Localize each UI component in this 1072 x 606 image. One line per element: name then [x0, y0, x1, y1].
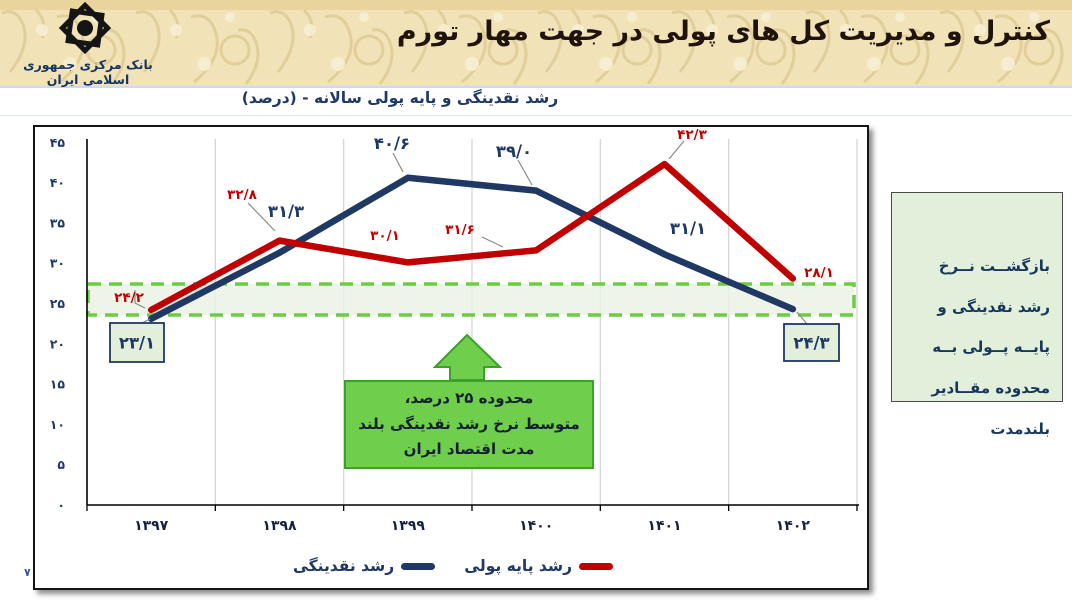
svg-text:۱۵: ۱۵ [50, 377, 66, 392]
svg-text:۳۲/۸: ۳۲/۸ [227, 187, 257, 203]
svg-text:۳۱/۶: ۳۱/۶ [445, 222, 475, 238]
header-divider [0, 115, 1072, 116]
svg-text:۱۰: ۱۰ [50, 417, 65, 432]
svg-text:۱۴۰۲: ۱۴۰۲ [776, 518, 811, 534]
legend-label-monetary-base: رشد پایه پولی [464, 557, 573, 575]
legend-label-liquidity: رشد نقدینگی [292, 557, 395, 575]
slide-title: کنترل و مدیریت کل های پولی در جهت مهار ت… [396, 16, 1050, 47]
chart-frame: ۰ ۵ ۱۰ ۱۵ ۲۰ ۲۵ ۳۰ ۳۵ ۴۰ ۴۵ ۱۳۹۷ ۱۳۹۸ ۱۳۹۹ ۱۴۰۰ ۱۴۰۱ ۱۴… [33, 125, 869, 590]
chart-title: رشد نقدینگی و پایه پولی سالانه - (درصد) [241, 89, 559, 107]
svg-text:۴۰: ۴۰ [50, 175, 65, 190]
svg-text:۱۳۹۹: ۱۳۹۹ [391, 518, 426, 534]
series-line-monetary-base [147, 160, 797, 314]
svg-text:۲۳/۱: ۲۳/۱ [119, 334, 155, 353]
svg-text:۲۴/۲: ۲۴/۲ [114, 290, 144, 306]
svg-text:۳۵: ۳۵ [50, 215, 66, 230]
band-callout-text: محدوده ۲۵ درصد، متوسط نرخ رشد نقدینگی بل… [358, 388, 580, 459]
legend-swatch-liquidity-icon [401, 562, 436, 570]
plot-area: ۰ ۵ ۱۰ ۱۵ ۲۰ ۲۵ ۳۰ ۳۵ ۴۰ ۴۵ ۱۳۹۷ ۱۳۹۸ ۱۳۹۹ ۱۴۰۰ ۱۴۰۱ ۱۴… [50, 127, 859, 534]
side-note-box: بازگشــت نــرخ رشد نقدینگی و پایــه پــو… [891, 192, 1063, 438]
svg-text:۱۴۰۱: ۱۴۰۱ [647, 518, 681, 534]
svg-text:۳۹/۰: ۳۹/۰ [496, 142, 532, 161]
boxed-data-label [783, 323, 840, 362]
svg-text:۴۲/۳: ۴۲/۳ [677, 127, 707, 143]
svg-text:۱۴۰۰: ۱۴۰۰ [519, 518, 553, 534]
svg-text:۲۸/۱: ۲۸/۱ [804, 265, 834, 281]
svg-text:۰: ۰ [57, 498, 65, 513]
bank-name: بانک مرکزی جمهوری اسلامی ایران [23, 57, 153, 87]
svg-text:۳۰: ۳۰ [50, 256, 65, 271]
svg-text:۳۱/۱: ۳۱/۱ [670, 219, 706, 238]
band-callout-box: محدوده ۲۵ درصد، متوسط نرخ رشد نقدینگی بل… [344, 380, 594, 469]
series-line-liquidity [147, 174, 797, 323]
slide-header: بانک مرکزی جمهوری اسلامی ایران کنترل و م… [0, 0, 1072, 88]
page-number: ۷ [24, 566, 31, 579]
central-bank-logo-icon [58, 2, 112, 55]
damask-pattern [0, 0, 1072, 86]
svg-text:۳۱/۳: ۳۱/۳ [268, 202, 304, 221]
svg-text:۲۵: ۲۵ [50, 296, 66, 311]
svg-text:۵: ۵ [57, 457, 65, 472]
up-arrow-icon [432, 333, 503, 381]
svg-text:۴۰/۶: ۴۰/۶ [374, 134, 410, 153]
side-note-text: بازگشــت نــرخ رشد نقدینگی و پایــه پــو… [931, 256, 1051, 438]
svg-text:۴۵: ۴۵ [50, 135, 66, 150]
chart-legend: رشد نقدینگی رشد پایه پولی [53, 557, 853, 575]
svg-text:۱۳۹۷: ۱۳۹۷ [134, 518, 169, 534]
boxed-data-label [109, 322, 165, 363]
legend-swatch-monetary-base-icon [579, 562, 614, 570]
svg-text:۱۳۹۸: ۱۳۹۸ [262, 518, 297, 534]
svg-text:۲۴/۳: ۲۴/۳ [793, 334, 829, 353]
svg-text:۳۰/۱: ۳۰/۱ [370, 228, 400, 244]
svg-text:۲۰: ۲۰ [50, 336, 65, 351]
